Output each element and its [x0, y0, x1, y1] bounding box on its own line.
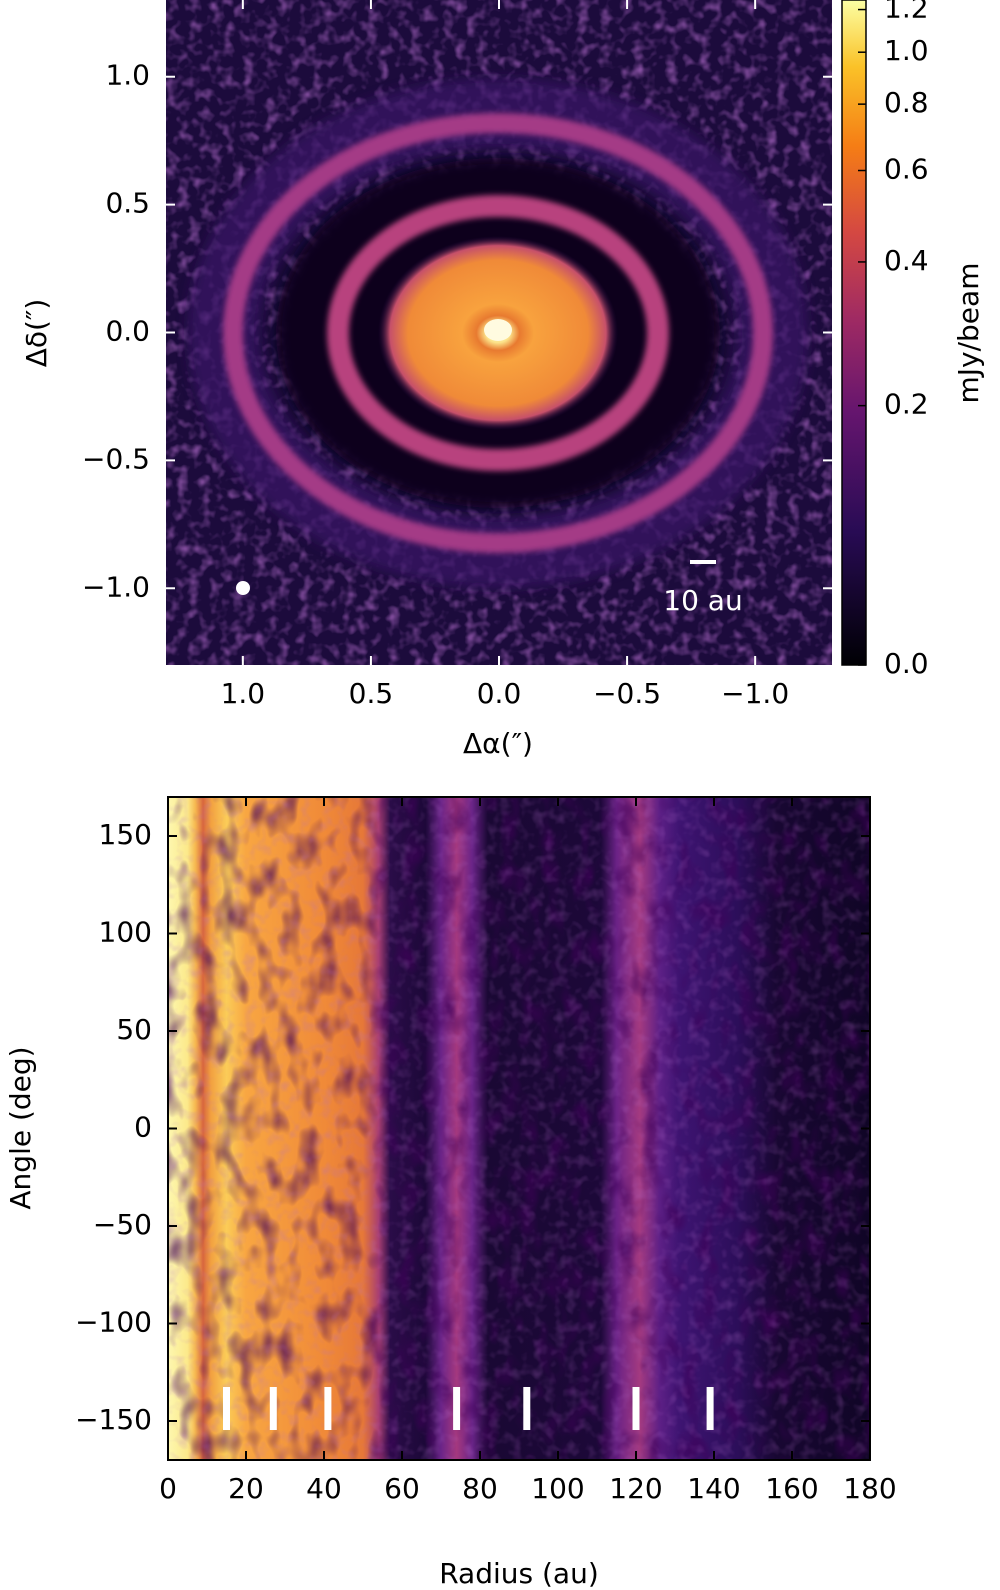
- y-axis-label: Angle (deg): [4, 1046, 37, 1209]
- annotation: 10 au: [663, 584, 742, 617]
- x-tick-label: 40: [306, 1472, 342, 1505]
- x-tick-label: −1.0: [721, 677, 789, 710]
- x-tick-label: 80: [462, 1472, 498, 1505]
- x-tick-label: 60: [384, 1472, 420, 1505]
- x-tick-label: 1.0: [221, 677, 266, 710]
- colorbar: [841, 0, 867, 666]
- y-tick-label: −50: [93, 1208, 152, 1241]
- colorbar-tick-label: 0.2: [884, 388, 929, 421]
- x-axis-label: Δα(″): [463, 727, 533, 760]
- y-tick-label: 0.5: [105, 187, 150, 220]
- x-tick-label: 120: [609, 1472, 662, 1505]
- y-axis-label: Δδ(″): [20, 299, 53, 368]
- x-tick-label: 180: [843, 1472, 896, 1505]
- colorbar-tick-label: 0.0: [884, 647, 929, 680]
- y-tick-label: 50: [116, 1013, 152, 1046]
- colorbar-tick-label: 1.2: [884, 0, 929, 25]
- y-tick-label: 0: [134, 1111, 152, 1144]
- colorbar-tick-label: 0.4: [884, 244, 929, 277]
- y-tick-label: 100: [99, 916, 152, 949]
- colorbar-tick-label: 0.6: [884, 153, 929, 186]
- colorbar-tick-label: 0.8: [884, 86, 929, 119]
- y-tick-label: 1.0: [105, 59, 150, 92]
- y-tick-label: −100: [75, 1306, 152, 1339]
- x-tick-label: 100: [531, 1472, 584, 1505]
- colorbar-label: mJy/beam: [952, 263, 985, 404]
- y-tick-label: −1.0: [82, 570, 150, 603]
- y-tick-label: −150: [75, 1403, 152, 1436]
- y-tick-label: 0.0: [105, 315, 150, 348]
- beam: [236, 581, 250, 595]
- colorbar-tick-label: 1.0: [884, 34, 929, 67]
- disk-image: [166, 0, 832, 665]
- x-tick-label: 140: [687, 1472, 740, 1505]
- x-tick-label: 160: [765, 1472, 818, 1505]
- x-tick-label: −0.5: [593, 677, 661, 710]
- x-tick-label: 0: [159, 1472, 177, 1505]
- polar-image: [168, 797, 870, 1460]
- x-tick-label: 0.5: [349, 677, 394, 710]
- x-axis-label: Radius (au): [439, 1557, 599, 1590]
- y-tick-label: 150: [99, 818, 152, 851]
- y-tick-label: −0.5: [82, 442, 150, 475]
- x-tick-label: 0.0: [477, 677, 522, 710]
- x-tick-label: 20: [228, 1472, 264, 1505]
